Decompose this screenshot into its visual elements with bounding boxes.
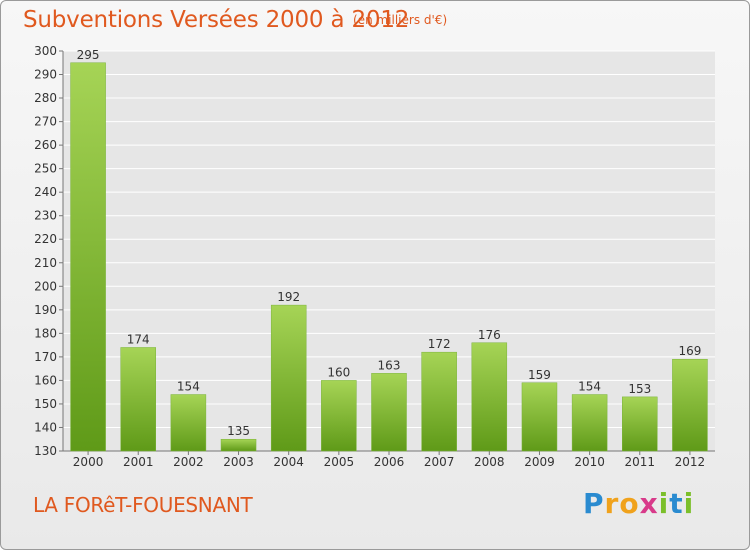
data-label: 135 [227,424,250,438]
bar [622,396,658,452]
y-tick-label: 250 [34,162,57,176]
y-tick-label: 180 [34,326,57,340]
data-label: 163 [378,358,401,372]
bar [371,373,407,452]
logo-letter: i [683,487,695,520]
y-tick-label: 130 [34,444,57,458]
logo-letter: P [583,487,605,520]
y-tick-label: 190 [34,303,57,317]
x-tick-label: 2000 [73,455,104,469]
data-labels: 295 174 154 135 192 160 163 172 176 159 154 153 169 [77,48,702,438]
x-tick-label: 2011 [624,455,655,469]
x-tick-label: 2008 [474,455,505,469]
y-tick-label: 290 [34,68,57,82]
y-tick-label: 160 [34,373,57,387]
data-label: 159 [528,368,551,382]
data-label: 154 [177,380,200,394]
logo-letter: t [669,487,684,520]
y-tick-label: 210 [34,256,57,270]
chart-title: Subventions Versées 2000 à 2012 [23,7,410,33]
y-tick-label: 280 [34,91,57,105]
data-label: 176 [478,328,501,342]
y-tick-label: 220 [34,232,57,246]
bars [70,62,708,452]
y-tick-label: 240 [34,185,57,199]
x-tick-label: 2009 [524,455,555,469]
x-tick-label: 2004 [273,455,304,469]
x-tick-label: 2012 [675,455,706,469]
y-tick-label: 200 [34,279,57,293]
data-label: 192 [277,290,300,304]
place-name: LA FORêT-FOUESNANT [33,493,253,517]
bar [220,438,257,452]
bar [672,358,708,452]
axes: 130 140 150 160 170 180 190 200 210 220 230 240 250 2… [34,44,715,469]
x-tick-label: 2006 [374,455,405,469]
x-tick-label: 2007 [424,455,455,469]
bar [70,62,106,452]
bar [471,342,508,452]
x-tick-label: 2005 [324,455,355,469]
bar [421,351,457,452]
logo-letter: x [639,487,659,520]
data-label: 160 [327,365,350,379]
bar [521,382,558,452]
y-tick-label: 150 [34,397,57,411]
bar [270,304,307,452]
y-tick-label: 170 [34,350,57,364]
y-tick-label: 140 [34,420,57,434]
data-label: 295 [77,48,100,62]
logo-letter: i [658,487,670,520]
x-tick-label: 2003 [223,455,254,469]
x-tick-label: 2002 [173,455,204,469]
y-tick-label: 260 [34,138,57,152]
bar [321,380,357,452]
x-tick-label: 2010 [574,455,605,469]
x-tick-label: 2001 [123,455,154,469]
y-tick-label: 270 [34,115,57,129]
data-label: 153 [628,382,651,396]
y-tick-label: 300 [34,44,57,58]
data-label: 154 [578,380,601,394]
data-label: 169 [678,344,701,358]
bar [170,394,207,452]
data-label: 174 [127,332,150,346]
chart-subtitle: (en milliers d'€) [353,13,448,27]
logo-letter: o [619,487,640,520]
logo-letter: r [604,487,620,520]
bar [120,347,156,452]
y-tick-label: 230 [34,209,57,223]
proxiti-logo: Proxiti [583,487,694,520]
bar [571,394,608,452]
data-label: 172 [428,337,451,351]
